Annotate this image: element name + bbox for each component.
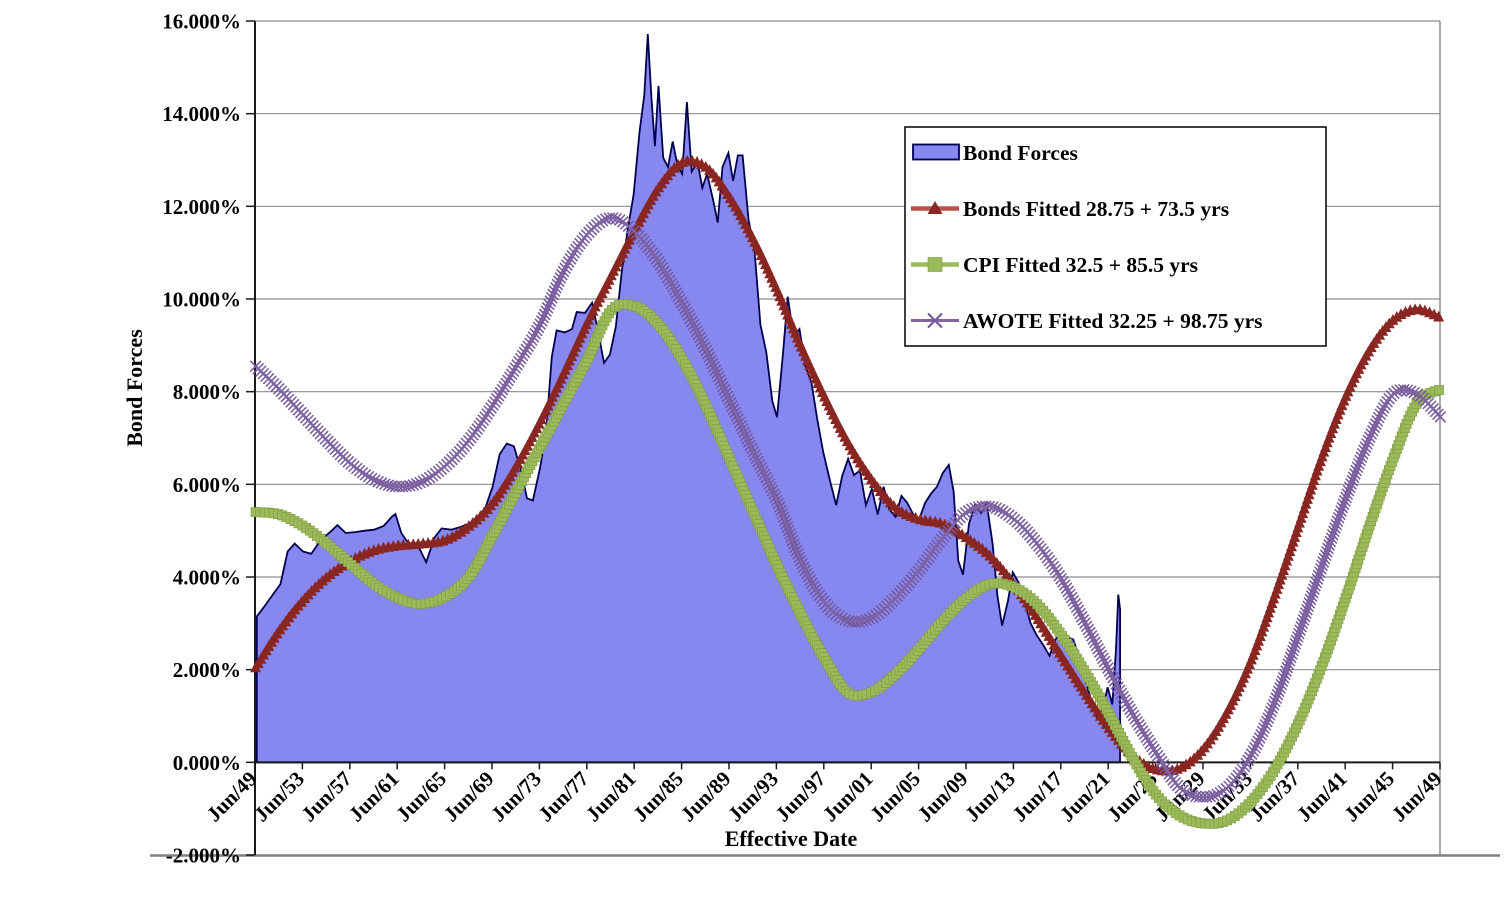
x-tick-label: Jun/53 [249,767,309,827]
cpi-fitted-series [250,299,1444,829]
y-tick-label: 10.000% [162,288,241,312]
x-axis-title: Effective Date [725,826,858,851]
y-axis-title: Bond Forces [122,329,147,447]
y-tick-label: 0.000% [173,751,241,775]
legend-item: CPI Fitted 32.5 + 85.5 yrs [911,253,1198,277]
y-tick-label: 16.000% [162,10,241,34]
legend: Bond Forces Bonds Fitted 28.75 + 73.5 yrs… [904,126,1327,347]
x-tick-label: Jun/41 [1292,767,1352,827]
y-tick-label: 8.000% [173,380,241,404]
x-tick-label: Jun/05 [865,767,925,827]
awote-fitted-series [249,212,1447,803]
legend-x-marker [927,312,943,329]
x-tick-label: Jun/49 [1387,767,1447,827]
series-layer [249,33,1447,829]
y-tick-label: 4.000% [173,566,241,590]
legend-area-swatch [912,143,960,161]
y-tick-label: 2.000% [173,658,241,682]
cpi-fitted-marker [1434,385,1444,395]
x-tick-label: Jun/21 [1055,767,1115,827]
x-tick-label: Jun/65 [391,767,451,827]
legend-label: AWOTE Fitted 32.25 + 98.75 yrs [963,309,1263,333]
bonds-fitted-marker [1433,310,1445,322]
y-tick-label: 14.000% [162,102,241,126]
legend-label: Bond Forces [963,141,1078,165]
legend-square-marker [927,257,943,272]
x-tick-label: Jun/85 [628,767,688,827]
x-tick-label: Jun/49 [202,767,262,827]
y-tick-label: 12.000% [162,195,241,219]
x-tick-label: Jun/93 [723,767,783,827]
x-tick-label: Jun/73 [486,767,546,827]
x-tick-label: Jun/01 [818,767,878,827]
x-tick-label: Jun/97 [770,767,830,827]
legend-label: Bonds Fitted 28.75 + 73.5 yrs [963,197,1229,221]
x-tick-label: Jun/45 [1339,767,1399,827]
x-tick-label: Jun/61 [344,767,404,827]
x-tick-label: Jun/89 [676,767,736,827]
legend-box [904,126,1327,347]
legend-item: AWOTE Fitted 32.25 + 98.75 yrs [911,309,1263,333]
x-tick-label: Jun/13 [960,767,1020,827]
bonds-fitted-marker [1391,310,1403,322]
legend-item: Bonds Fitted 28.75 + 73.5 yrs [911,197,1229,221]
legend-item: Bond Forces [912,141,1078,165]
y-tick-label: 6.000% [173,473,241,497]
x-tick-label: Jun/81 [581,767,641,827]
x-tick-label: Jun/09 [913,767,973,827]
legend-label: CPI Fitted 32.5 + 85.5 yrs [963,253,1198,277]
x-tick-label: Jun/69 [439,767,499,827]
x-tick-label: Jun/17 [1007,767,1067,827]
bonds-fitted-marker [332,562,344,574]
x-tick-label: Jun/77 [533,767,593,827]
legend-triangle-marker [927,201,943,214]
y-tick-label: -2.000% [166,844,241,868]
x-tick-label: Jun/57 [296,767,356,827]
awote-fitted-line [254,216,1442,799]
